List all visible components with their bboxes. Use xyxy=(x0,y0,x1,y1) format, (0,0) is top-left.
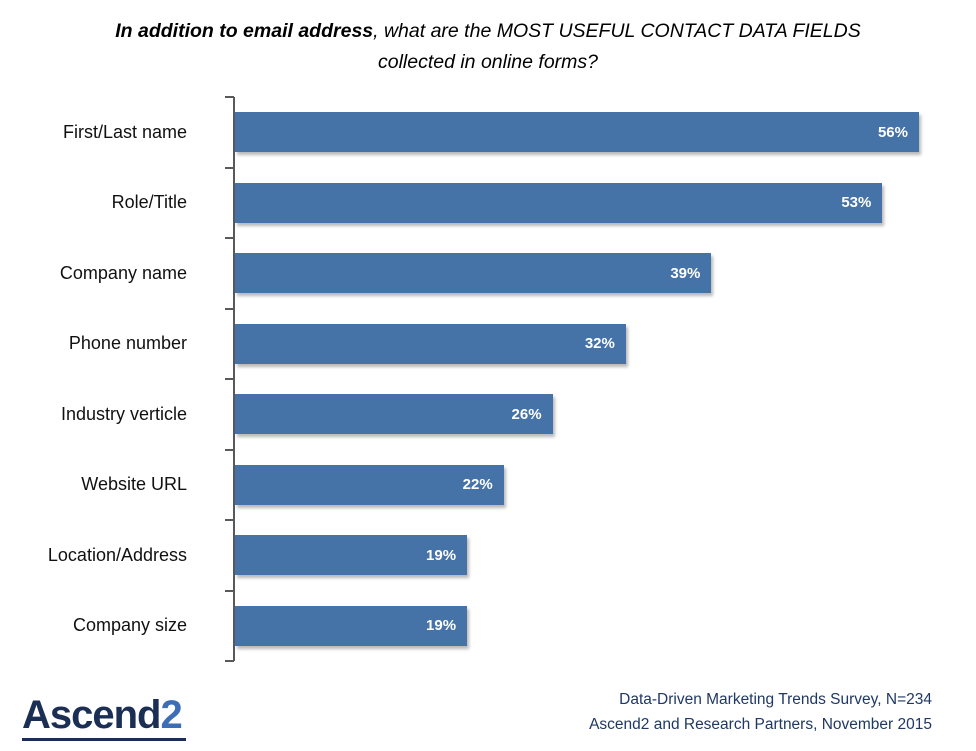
chart-row: First/Last name 56% xyxy=(0,97,940,168)
bar-value-label: 22% xyxy=(462,476,493,494)
bar-track: 39% xyxy=(235,238,919,309)
source-note: Data-Driven Marketing Trends Survey, N=2… xyxy=(589,687,932,737)
axis-tick xyxy=(225,448,234,451)
chart-row: Role/Title 53% xyxy=(0,168,940,239)
axis-tick xyxy=(225,378,234,380)
category-label: Company name xyxy=(59,262,187,283)
bar-track: 22% xyxy=(235,450,919,521)
axis-tick xyxy=(225,307,234,310)
axis-tick xyxy=(225,237,234,239)
bar-value-label: 53% xyxy=(841,194,872,212)
bar: 39% xyxy=(235,253,712,294)
bar-track: 19% xyxy=(235,520,919,591)
chart-row: Phone number 32% xyxy=(0,309,940,380)
bar-value-label: 26% xyxy=(511,405,542,423)
chart-row: Industry verticle 26% xyxy=(0,379,940,450)
category-label: Industry verticle xyxy=(60,403,187,424)
category-label: Website URL xyxy=(81,474,187,495)
chart-row: Company size 19% xyxy=(0,591,940,662)
category-label: Company size xyxy=(72,615,187,636)
bar-chart: First/Last name 56% Role/Title 53% Company n… xyxy=(0,96,940,662)
bar: 26% xyxy=(235,394,553,435)
logo-text: Ascend2 xyxy=(22,695,186,735)
axis-tick xyxy=(225,589,234,592)
bar-track: 32% xyxy=(235,309,919,380)
source-line-1: Data-Driven Marketing Trends Survey, N=2… xyxy=(619,691,932,708)
logo-accent-text: 2 xyxy=(160,693,183,737)
chart-row: Location/Address 19% xyxy=(0,520,940,591)
axis-tick xyxy=(225,166,234,169)
bar-track: 56% xyxy=(235,97,919,168)
ascend2-logo: Ascend2 xyxy=(22,695,186,741)
bar-value-label: 56% xyxy=(877,123,908,141)
category-label: Role/Title xyxy=(111,192,187,213)
chart-row: Company name 39% xyxy=(0,238,940,309)
axis-tick xyxy=(225,660,234,662)
y-axis-line xyxy=(233,97,235,661)
bar-value-label: 39% xyxy=(670,264,701,282)
bar: 19% xyxy=(235,535,468,576)
category-label: Phone number xyxy=(68,333,187,354)
category-label: Location/Address xyxy=(47,544,187,565)
bar-value-label: 32% xyxy=(584,335,615,353)
axis-tick xyxy=(225,96,234,98)
bar-value-label: 19% xyxy=(426,617,457,635)
category-label: First/Last name xyxy=(62,121,187,142)
chart-row: Website URL 22% xyxy=(0,450,940,521)
chart-title-rest: , what are the MOST USEFUL CONTACT DATA … xyxy=(373,20,861,73)
chart-title: In addition to email address, what are t… xyxy=(88,16,888,78)
axis-tick xyxy=(225,519,234,521)
bar: 19% xyxy=(235,605,468,646)
logo-underline xyxy=(22,738,186,741)
bar: 53% xyxy=(235,182,883,223)
source-line-2: Ascend2 and Research Partners, November … xyxy=(589,716,932,733)
bar-value-label: 19% xyxy=(426,546,457,564)
bar: 22% xyxy=(235,464,504,505)
bar: 32% xyxy=(235,323,626,364)
chart-rows: First/Last name 56% Role/Title 53% Company n… xyxy=(0,97,940,661)
bar-track: 26% xyxy=(235,379,919,450)
bar: 56% xyxy=(235,112,919,153)
chart-title-bold: In addition to email address xyxy=(115,20,374,42)
logo-main-text: Ascend xyxy=(22,693,161,737)
bar-track: 19% xyxy=(235,591,919,662)
bar-track: 53% xyxy=(235,168,919,239)
